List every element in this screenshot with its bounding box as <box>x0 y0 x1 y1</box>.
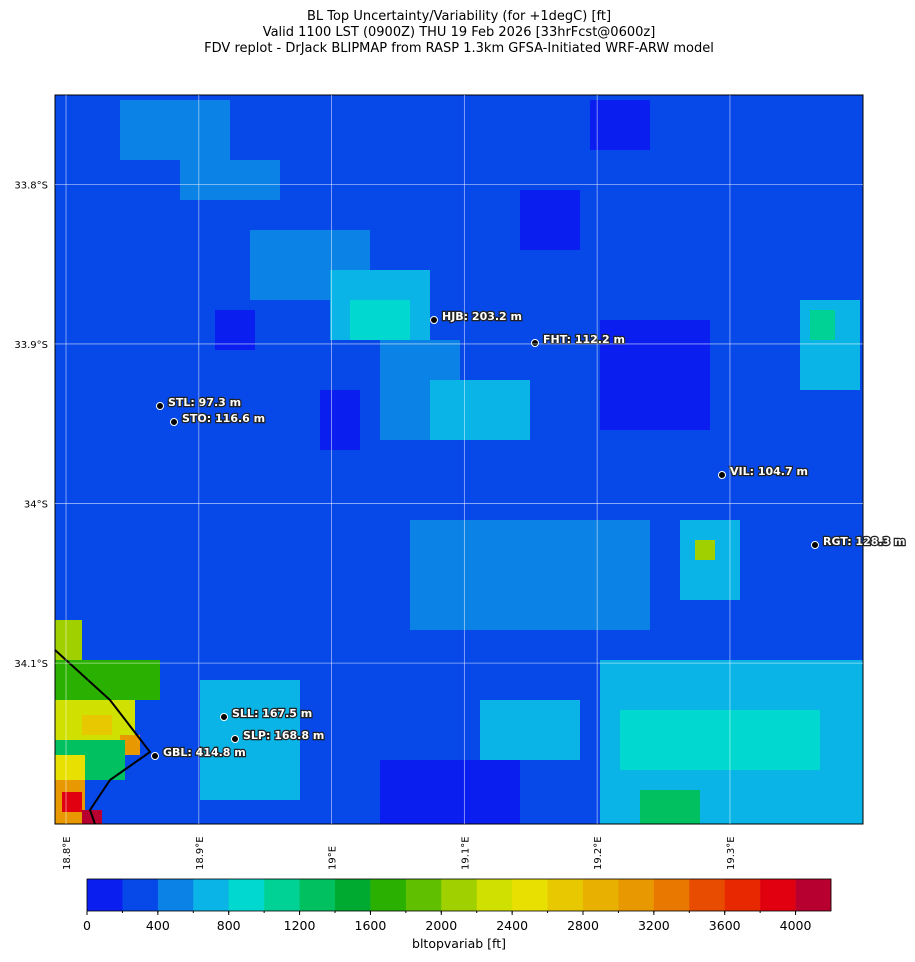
station-label: HJB: 203.2 m <box>442 310 522 323</box>
colorbar-segment <box>87 879 123 911</box>
colorbar-tick-label: 4000 <box>780 918 812 933</box>
y-tick-label: 34°S <box>24 500 48 511</box>
colorbar-segment <box>760 879 796 911</box>
station-marker <box>231 735 239 743</box>
colorbar-segment <box>299 879 336 911</box>
stations: HJB: 203.2 m FHT: 112.2 m STL: 97.3 m ST… <box>151 309 907 760</box>
colorbar-segment <box>335 879 371 911</box>
colorbar-segment <box>724 879 761 911</box>
colorbar-segment <box>370 879 407 911</box>
colorbar-segment <box>441 879 478 911</box>
station-marker <box>151 752 159 760</box>
colorbar-segment <box>405 879 442 911</box>
y-tick-label: 34.1°S <box>14 659 48 670</box>
station-marker <box>718 471 726 479</box>
colorbar-segment <box>122 879 159 911</box>
colorbar-tick-label: 2000 <box>425 918 457 933</box>
colorbar-tick-label: 3600 <box>709 918 741 933</box>
station-marker <box>170 418 178 426</box>
station-label: FHT: 112.2 m <box>543 333 625 346</box>
colorbar-segment <box>228 879 265 911</box>
station-label: SLP: 168.8 m <box>243 729 324 742</box>
colorbar-tick-label: 2800 <box>567 918 599 933</box>
station-label: SLL: 167.5 m <box>232 707 312 720</box>
station-label: GBL: 414.8 m <box>163 746 246 759</box>
station-label: STL: 97.3 m <box>168 396 241 409</box>
colorbar-tick-label: 800 <box>217 918 241 933</box>
title-line: FDV replot - DrJack BLIPMAP from RASP 1.… <box>204 41 714 56</box>
x-tick-label: 19.3°E <box>726 836 737 870</box>
y-tick-label: 33.8°S <box>14 180 48 191</box>
station-label: VIL: 104.7 m <box>730 465 808 478</box>
station-marker <box>811 541 819 549</box>
station-marker <box>220 713 228 721</box>
colorbar-segment <box>264 879 300 911</box>
station-label: RGT: 128.3 m <box>823 535 906 548</box>
y-tick-label: 33.9°S <box>14 340 48 351</box>
colorbar-segment <box>476 879 513 911</box>
colorbar-segment <box>795 879 832 911</box>
colorbar-tick-label: 0 <box>83 918 91 933</box>
colorbar-segment <box>583 879 619 911</box>
colorbar-segment <box>653 879 690 911</box>
colorbar-tick-label: 3200 <box>638 918 670 933</box>
title-line: Valid 1100 LST (0900Z) THU 19 Feb 2026 [… <box>263 25 656 40</box>
colorbar-segment <box>689 879 726 911</box>
x-tick-label: 19.1°E <box>460 836 471 870</box>
station-label: STO: 116.6 m <box>182 412 265 425</box>
colorbar-tick-label: 400 <box>146 918 170 933</box>
colorbar-segment <box>547 879 584 911</box>
x-tick-label: 19°E <box>328 846 339 870</box>
colorbar-tick-label: 1600 <box>355 918 387 933</box>
station-marker <box>156 402 164 410</box>
colorbar-segment <box>193 879 230 911</box>
raster <box>54 94 864 825</box>
station-marker <box>430 316 438 324</box>
title-line: BL Top Uncertainty/Variability (for +1de… <box>307 9 611 24</box>
colorbar-segment <box>618 879 655 911</box>
colorbar-segment <box>157 879 194 911</box>
x-tick-label: 18.9°E <box>195 836 206 870</box>
colorbar-segment <box>512 879 548 911</box>
colorbar-label: bltopvariab [ft] <box>412 936 506 951</box>
colorbar-tick-label: 2400 <box>496 918 528 933</box>
x-tick-label: 18.8°E <box>62 836 73 870</box>
colorbar-frame <box>86 878 832 912</box>
station-marker <box>531 339 539 347</box>
x-tick-label: 19.2°E <box>593 836 604 870</box>
colorbar-tick-label: 1200 <box>284 918 316 933</box>
